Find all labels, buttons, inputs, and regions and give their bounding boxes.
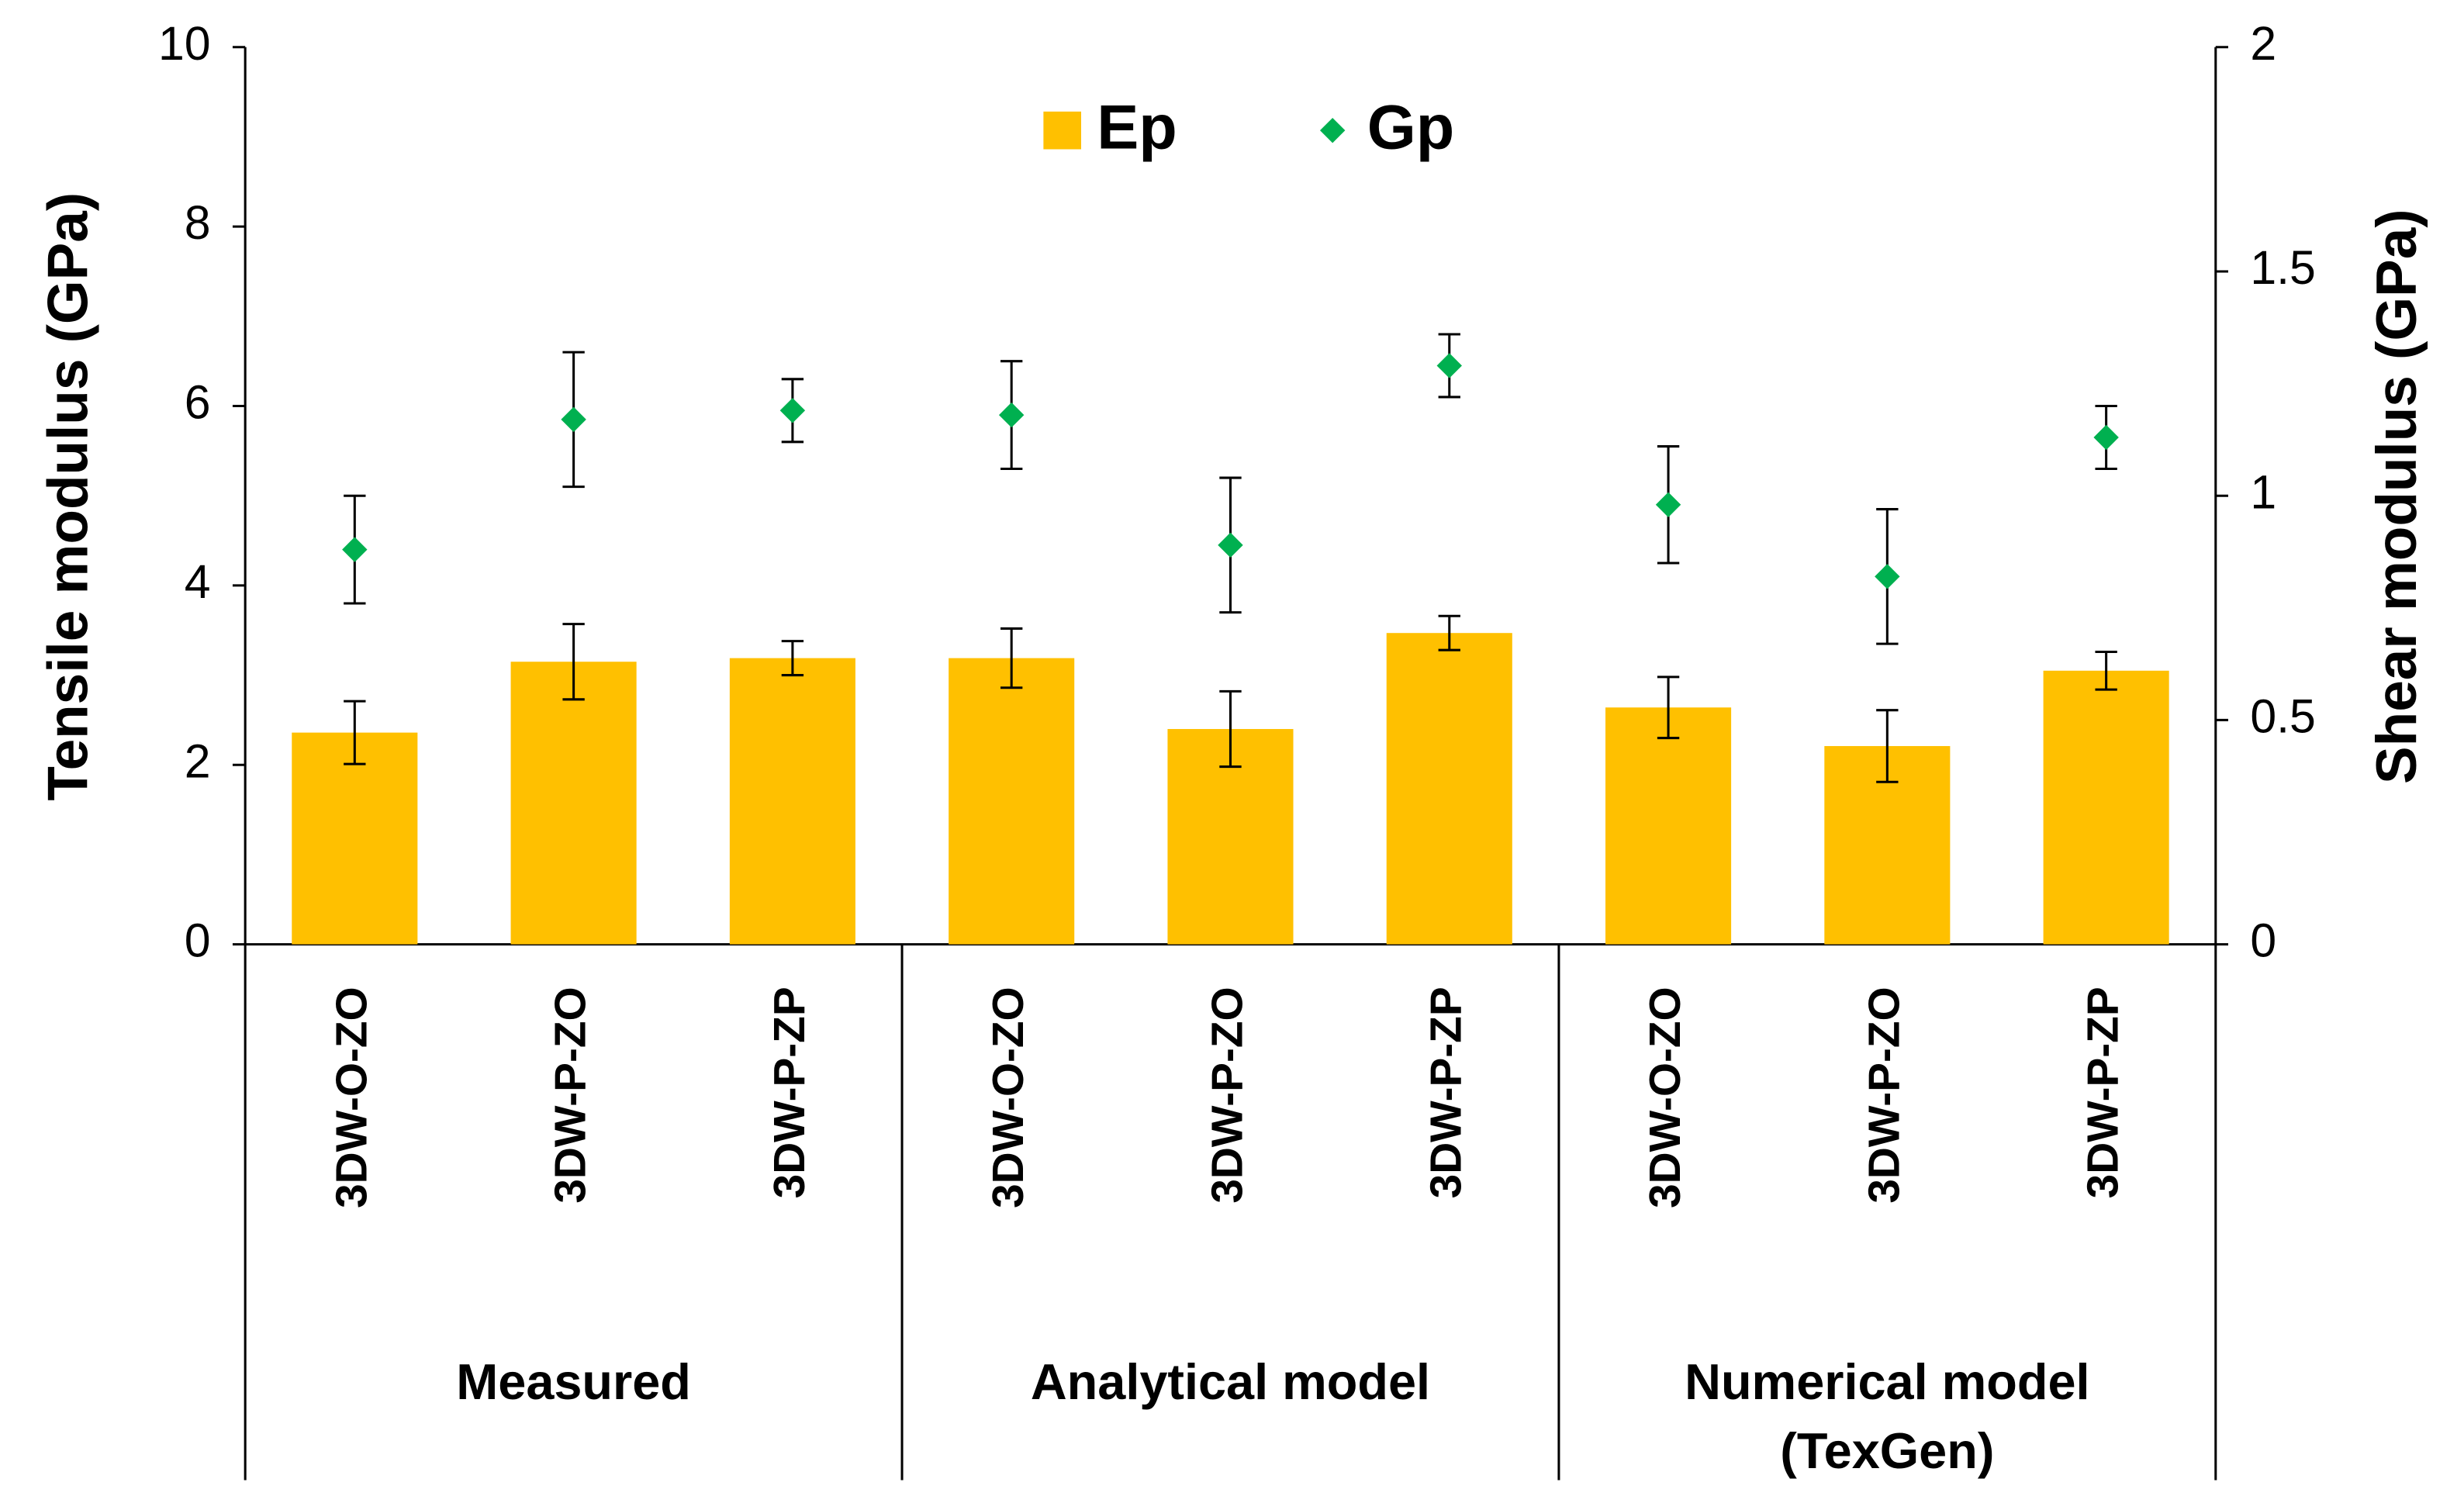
error-bar: [562, 623, 585, 701]
legend-swatch: [1043, 111, 1082, 150]
error-bar: [1657, 676, 1680, 740]
bar: [1386, 633, 1512, 945]
y2-tick-label: 1: [2250, 465, 2276, 518]
group-label-line: Numerical model: [1685, 1353, 2089, 1410]
error-bar: [1438, 614, 1460, 651]
point: [1218, 532, 1243, 558]
point: [1875, 564, 1900, 589]
point: [1655, 492, 1681, 517]
y2-tick-label: 0: [2250, 914, 2276, 967]
bar: [949, 658, 1075, 945]
x-tick-label: 3DW-P-ZO: [1860, 987, 1909, 1203]
point: [561, 406, 586, 433]
error-bar: [1876, 709, 1899, 783]
x-tick-label: 3DW-O-ZO: [984, 987, 1033, 1208]
bar: [2043, 670, 2169, 945]
group-label-line: (TexGen): [1780, 1422, 1994, 1479]
y-tick-label: 4: [185, 555, 211, 608]
y2-axis-title: Shear modulus (GPa): [2366, 209, 2428, 784]
x-tick-label: 3DW-O-ZO: [327, 987, 376, 1208]
y-tick-label: 2: [185, 734, 211, 787]
error-bar: [1000, 627, 1023, 689]
error-bar: [344, 700, 366, 765]
x-tick-label: 3DW-P-ZO: [1203, 987, 1252, 1203]
x-tick-label: 3DW-O-ZO: [1641, 987, 1690, 1208]
x-tick-label: 3DW-P-ZP: [765, 987, 814, 1198]
bar: [292, 732, 418, 945]
legend-label: Gp: [1367, 93, 1455, 163]
bar: [510, 662, 637, 945]
bar: [729, 658, 855, 945]
legend-label: Ep: [1097, 93, 1177, 163]
y-tick-label: 0: [185, 914, 211, 967]
y2-tick-label: 0.5: [2250, 689, 2315, 742]
y2-tick-label: 2: [2250, 17, 2276, 70]
y-axis-title: Tensile modulus (GPa): [37, 192, 100, 801]
bar: [1605, 707, 1732, 945]
x-tick-label: 3DW-P-ZP: [1422, 987, 1471, 1198]
group-label: Measured: [456, 1353, 691, 1410]
point: [1436, 353, 1462, 378]
error-bar: [781, 640, 804, 677]
y-tick-label: 6: [185, 376, 211, 429]
x-tick-label: 3DW-P-ZP: [2079, 987, 2128, 1198]
group-label: Numerical model (TexGen): [1685, 1353, 2089, 1479]
error-bar: [1219, 689, 1242, 769]
group-label-line: Measured: [456, 1353, 691, 1410]
x-tick-label: 3DW-P-ZO: [547, 987, 596, 1203]
y-tick-label: 8: [185, 196, 211, 249]
point: [998, 402, 1025, 428]
point: [779, 398, 806, 423]
error-bar: [2095, 650, 2117, 691]
group-label-line: Analytical model: [1031, 1353, 1430, 1410]
group-label: Analytical model: [1031, 1353, 1430, 1410]
point: [342, 537, 368, 562]
legend-swatch: [1319, 117, 1346, 143]
y2-tick-label: 1.5: [2250, 241, 2315, 294]
point: [2093, 424, 2119, 451]
y-tick-label: 10: [158, 17, 211, 70]
